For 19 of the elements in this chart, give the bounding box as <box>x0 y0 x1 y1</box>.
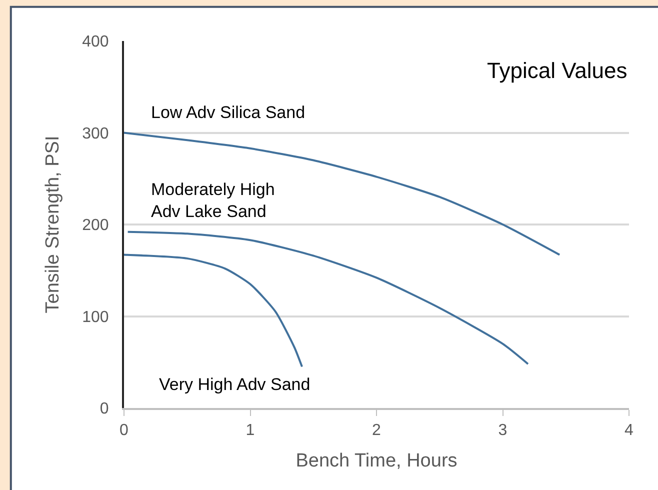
x-tick-label: 1 <box>246 422 255 439</box>
text: Typical Values <box>487 58 628 83</box>
y-tick-label: 300 <box>82 125 109 142</box>
y-tick-label: 0 <box>100 400 109 418</box>
line-series <box>124 254 304 368</box>
series-label: Moderately High Adv Lake Sand <box>151 180 275 222</box>
series-label: Low Adv Silica Sand <box>151 103 306 122</box>
y-tick-label: 100 <box>82 308 109 326</box>
x-axis-title: Bench Time, Hours <box>296 450 458 472</box>
x-tick-label: 4 <box>624 422 634 439</box>
x-tick-label: 3 <box>498 422 508 439</box>
y-axis-title: Tensile Strength, PSI <box>42 136 64 314</box>
y-tick-label: 200 <box>82 217 109 234</box>
x-tick-label: 2 <box>372 422 382 439</box>
x-tick-label: 0 <box>120 422 129 439</box>
line-series <box>126 230 529 365</box>
y-tick-label: 400 <box>82 34 109 51</box>
line-series <box>124 132 561 256</box>
series-label: Very High Adv Sand <box>159 375 310 394</box>
